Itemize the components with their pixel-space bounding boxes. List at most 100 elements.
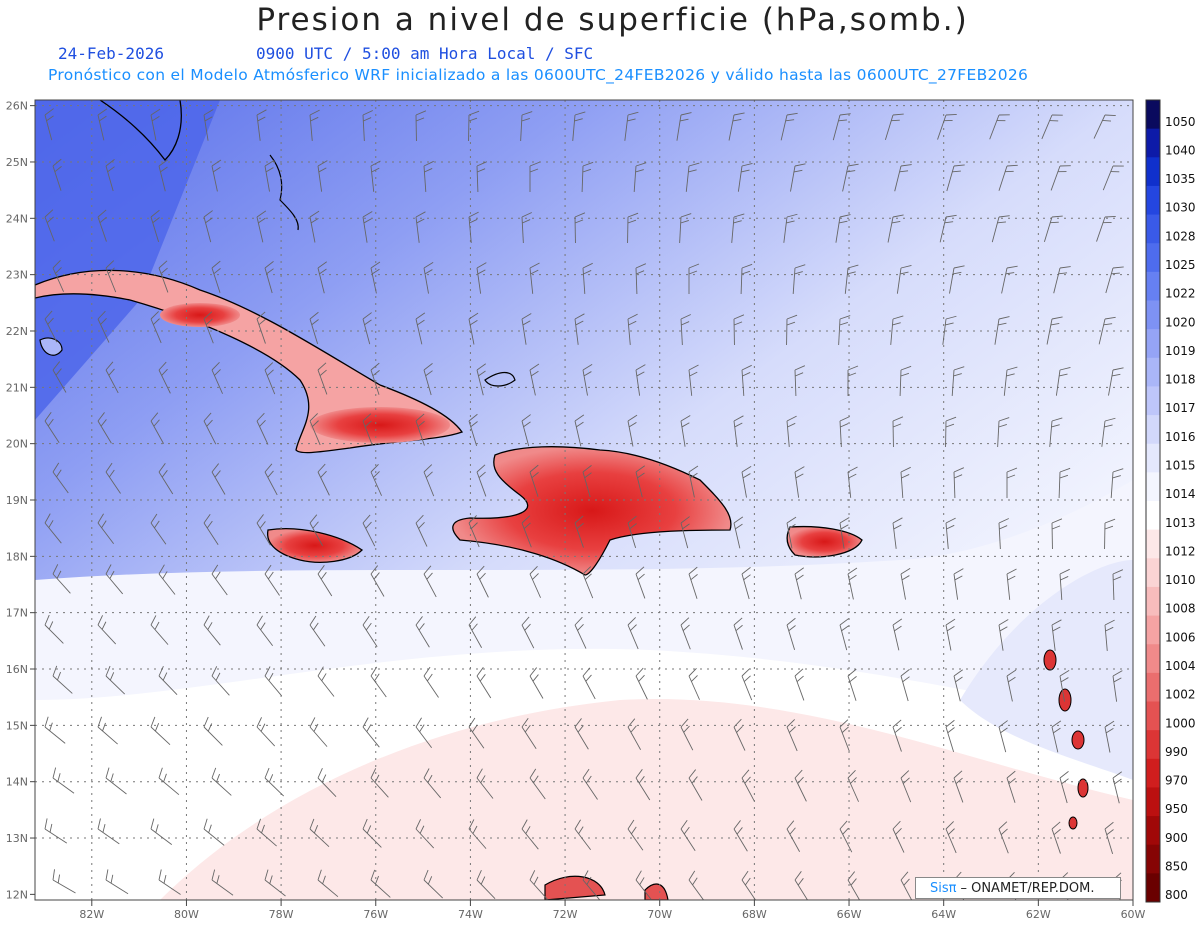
wind-barb (1001, 265, 1018, 294)
wind-barb (150, 818, 173, 846)
wind-barb (1003, 366, 1018, 396)
wind-barb (680, 819, 696, 852)
wind-barb (937, 114, 957, 140)
wind-barb (105, 869, 129, 895)
wind-barb (839, 416, 850, 447)
wind-barb (574, 212, 586, 244)
colorbar-swatch (1146, 386, 1160, 416)
wind-barb (794, 668, 805, 701)
wind-barb (780, 112, 798, 141)
wind-barb (953, 669, 963, 702)
lat-label: 16N (6, 663, 28, 676)
wind-barb (847, 567, 858, 600)
wind-barb (415, 717, 433, 749)
colorbar-swatch (1146, 300, 1160, 330)
wind-barb (949, 265, 965, 294)
wind-barb (211, 159, 222, 192)
wind-barb (309, 818, 330, 848)
puerto-rico-island (786, 525, 863, 558)
colorbar-swatch (1146, 558, 1160, 588)
wind-barb (1050, 165, 1071, 191)
wind-barb (951, 366, 965, 396)
colorbar-label: 1006 (1165, 630, 1196, 644)
wind-barb (733, 415, 744, 447)
wind-barb (688, 364, 699, 396)
colorbar-label: 1025 (1165, 258, 1196, 272)
wind-barb (476, 667, 492, 699)
wind-barb (989, 114, 1010, 140)
wind-barb (97, 108, 108, 141)
wind-barb (476, 464, 487, 497)
wind-barb (1006, 770, 1016, 803)
lon-label: 70W (647, 908, 672, 921)
wind-barb (847, 769, 859, 802)
wind-barb (97, 716, 118, 745)
wind-barb (635, 870, 653, 900)
wind-barb (97, 412, 112, 444)
wind-barb (529, 565, 541, 598)
wind-barb (1104, 821, 1114, 854)
wind-barb (786, 415, 797, 447)
lon-label: 72W (553, 908, 578, 921)
wind-barb (582, 768, 598, 800)
wind-barb (97, 209, 107, 242)
wind-barb (794, 466, 805, 498)
wind-barb (317, 767, 337, 798)
wind-barb (741, 668, 753, 701)
colorbar-label: 1002 (1165, 688, 1196, 702)
wind-barb (839, 719, 850, 752)
colorbar-swatch (1146, 214, 1160, 244)
wind-barb (783, 213, 798, 243)
wind-barb (52, 869, 76, 894)
wind-barb (211, 564, 228, 596)
wind-barb (635, 364, 646, 396)
credit-text: – ONAMET/REP.DOM. (960, 880, 1095, 896)
wind-barb (521, 515, 532, 548)
colorbar-label: 900 (1165, 831, 1188, 845)
wind-barb (892, 719, 902, 752)
wind-barb (362, 312, 372, 345)
wind-barb (574, 313, 585, 345)
wind-barb (317, 362, 328, 395)
wind-barb (52, 361, 67, 393)
wind-barb (362, 818, 382, 848)
wind-barb (415, 514, 428, 547)
wind-barb (627, 313, 638, 345)
lon-label: 74W (458, 908, 483, 921)
lat-label: 22N (6, 325, 28, 338)
lon-label: 66W (837, 908, 862, 921)
wind-barb (733, 314, 745, 346)
wind-barb (52, 564, 71, 594)
turks-caicos-islands (484, 371, 516, 387)
colorbar-swatch (1146, 157, 1160, 187)
wind-barb (890, 315, 904, 345)
colorbar-label: 1040 (1165, 143, 1196, 157)
wind-barb (44, 818, 68, 844)
wind-barb (786, 516, 797, 549)
colorbar-label: 1050 (1165, 115, 1196, 129)
colorbar-swatch (1146, 529, 1160, 559)
wind-barb (476, 363, 486, 396)
wind-barb (894, 164, 912, 192)
wind-barb (945, 618, 956, 651)
wind-barb (794, 567, 804, 600)
martinique-island (1071, 730, 1085, 750)
wind-barb (688, 667, 700, 700)
wind-barb (476, 869, 496, 900)
wind-barb (211, 869, 234, 896)
wind-barb (317, 463, 330, 496)
wind-barb (839, 820, 853, 853)
wind-barb (150, 513, 167, 545)
wind-barb (1046, 316, 1063, 345)
lat-label: 21N (6, 381, 28, 394)
wind-barb (309, 615, 326, 647)
wind-barb (317, 261, 327, 294)
wind-barb (896, 264, 912, 294)
wind-barb (733, 718, 746, 751)
wind-barb (1108, 367, 1124, 396)
st-lucia-island (1077, 778, 1089, 798)
jamaica-island (267, 528, 364, 563)
colorbar-label: 1022 (1165, 287, 1196, 301)
wind-barb (847, 466, 858, 498)
wind-barb (892, 416, 904, 448)
